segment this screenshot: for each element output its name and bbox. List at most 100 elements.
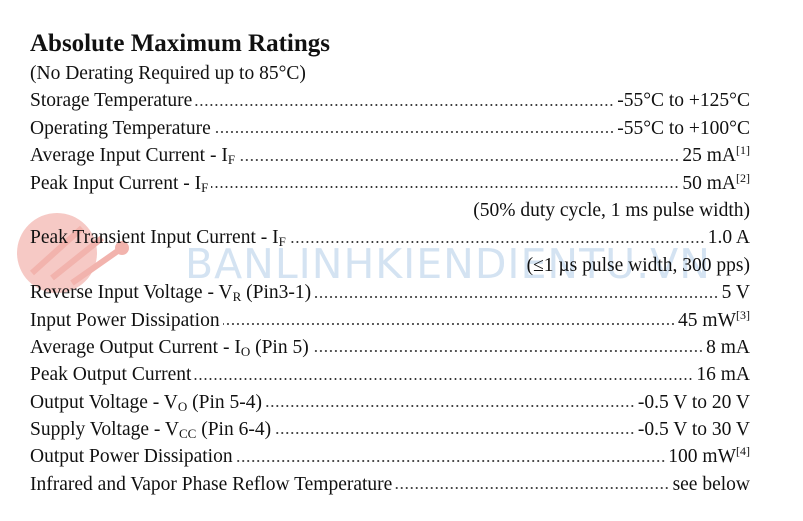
label: Output Power Dissipation — [30, 443, 233, 470]
label: Input Power Dissipation — [30, 307, 220, 334]
rating-row: Average Output Current - IO (Pin 5) 8 mA — [30, 334, 750, 361]
subscript: F — [278, 234, 286, 250]
rating-row: Supply Voltage - VCC (Pin 6-4) -0.5 V to … — [30, 416, 750, 443]
watermark: BANLINHKIENDIENTU.VN — [185, 240, 711, 288]
subscript: R — [232, 289, 242, 305]
value-text: 50 mA — [682, 172, 736, 194]
label-text: Average Input Current - I — [30, 145, 228, 167]
label: Operating Temperature — [30, 115, 211, 142]
value-text: see below — [672, 473, 750, 495]
value-text: 45 mW — [678, 309, 736, 331]
value-text: 25 mA — [682, 145, 736, 167]
subscript: CC — [178, 426, 197, 442]
label-text: Average Output Current - I — [30, 336, 241, 358]
leader — [265, 403, 635, 410]
ratings: Absolute Maximum Ratings (No Derating Re… — [30, 28, 750, 498]
leader — [288, 238, 705, 245]
note-line: (50% duty cycle, 1 ms pulse width) — [30, 197, 750, 224]
label-text: Peak Input Current - I — [30, 172, 202, 194]
leader — [194, 375, 694, 382]
leader — [395, 485, 670, 492]
value-text: -0.5 V to 30 V — [637, 419, 750, 441]
value-text: -0.5 V to 20 V — [637, 391, 750, 413]
leader — [274, 430, 635, 437]
label-suffix: (Pin 5-4) — [187, 391, 263, 413]
label-text: Input Power Dissipation — [30, 309, 220, 331]
note: (≤1 µs pulse width, 300 pps) — [526, 254, 750, 276]
value: 25 mA[1] — [682, 142, 750, 169]
value: -0.5 V to 30 V — [638, 416, 750, 443]
rating-row: Peak Output Current 16 mA — [30, 361, 750, 388]
leader — [195, 101, 615, 108]
subscript: O — [177, 398, 188, 414]
rating-row: Reverse Input Voltage - VR (Pin3-1) 5 V — [30, 279, 750, 306]
label-text: Operating Temperature — [30, 117, 211, 139]
value-text: 8 mA — [706, 336, 750, 358]
value-text: 5 V — [721, 282, 750, 304]
label: Peak Input Current - IF — [30, 170, 208, 197]
value: 1.0 A — [708, 224, 750, 251]
label: Peak Transient Input Current - IF — [30, 224, 286, 251]
rating-row: Peak Transient Input Current - IF 1.0 A — [30, 224, 750, 251]
value-text: 1.0 A — [707, 227, 750, 249]
value-text: -55°C to +125°C — [617, 90, 750, 112]
footnote-ref: [3] — [736, 307, 750, 322]
value: 100 mW[4] — [668, 443, 750, 470]
value: 5 V — [722, 279, 750, 306]
rating-row: Infrared and Vapor Phase Reflow Temperat… — [30, 471, 750, 498]
label: Average Output Current - IO (Pin 5) — [30, 334, 309, 361]
leader — [222, 320, 676, 327]
subscript: F — [201, 179, 209, 195]
value: 8 mA — [706, 334, 750, 361]
footnote-ref: [2] — [736, 170, 750, 185]
label: Output Voltage - VO (Pin 5-4) — [30, 389, 262, 416]
subtitle: (No Derating Required up to 85°C) — [30, 63, 306, 84]
label: Average Input Current - IF — [30, 142, 235, 169]
value: 50 mA[2] — [682, 170, 750, 197]
value: 16 mA — [696, 361, 750, 388]
value: -0.5 V to 20 V — [638, 389, 750, 416]
rating-row: Average Input Current - IF 25 mA[1] — [30, 142, 750, 169]
label: Storage Temperature — [30, 87, 192, 114]
value: -55°C to +125°C — [617, 87, 750, 114]
leader — [235, 457, 666, 464]
leader — [311, 348, 704, 355]
footnote-ref: [4] — [736, 444, 750, 459]
label: Infrared and Vapor Phase Reflow Temperat… — [30, 471, 392, 498]
label: Peak Output Current — [30, 361, 191, 388]
label-suffix: (Pin 5) — [250, 336, 309, 358]
watermark-logo — [17, 213, 129, 293]
label: Reverse Input Voltage - VR (Pin3-1) — [30, 279, 311, 306]
label-text: Supply Voltage - V — [30, 419, 179, 441]
note-line: (≤1 µs pulse width, 300 pps) — [30, 252, 750, 279]
rows: Storage Temperature -55°C to +125°C Operat… — [30, 87, 750, 498]
value: see below — [673, 471, 750, 498]
leader — [314, 293, 719, 300]
value-text: -55°C to +100°C — [617, 117, 750, 139]
label-text: Output Power Dissipation — [30, 446, 233, 468]
title: Absolute Maximum Ratings — [30, 30, 331, 57]
rating-row: Storage Temperature -55°C to +125°C — [30, 87, 750, 114]
rating-row: Output Power Dissipation 100 mW[4] — [30, 443, 750, 470]
subscript: F — [227, 152, 236, 168]
note: (50% duty cycle, 1 ms pulse width) — [473, 199, 750, 221]
value-text: 16 mA — [696, 364, 750, 386]
rating-row: Peak Input Current - IF 50 mA[2] — [30, 170, 750, 197]
subscript: O — [240, 343, 251, 359]
label-text: Storage Temperature — [30, 90, 193, 112]
rating-row: Operating Temperature -55°C to +100°C — [30, 115, 750, 142]
rating-row: Input Power Dissipation 45 mW[3] — [30, 307, 750, 334]
value-text: 100 mW — [668, 446, 736, 468]
value: 45 mW[3] — [678, 307, 750, 334]
label-suffix: (Pin 6-4) — [196, 419, 272, 441]
label-suffix: (Pin3-1) — [241, 282, 312, 304]
label-text: Peak Output Current — [30, 364, 192, 386]
label-text: Reverse Input Voltage - V — [30, 282, 233, 304]
label-text: Peak Transient Input Current - I — [30, 227, 279, 249]
label-text: Output Voltage - V — [30, 391, 178, 413]
leader — [211, 183, 680, 190]
label: Supply Voltage - VCC (Pin 6-4) — [30, 416, 271, 443]
rating-row: Output Voltage - VO (Pin 5-4) -0.5 V to 2… — [30, 389, 750, 416]
leader — [213, 129, 615, 136]
